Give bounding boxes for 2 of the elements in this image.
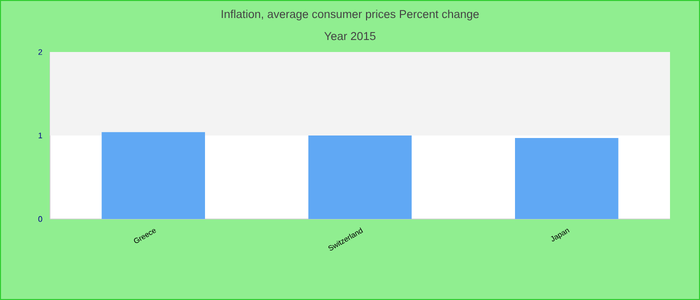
chart-subtitle: Year 2015 (324, 32, 376, 40)
chart-title: Inflation, average consumer prices Percent change (222, 10, 479, 20)
